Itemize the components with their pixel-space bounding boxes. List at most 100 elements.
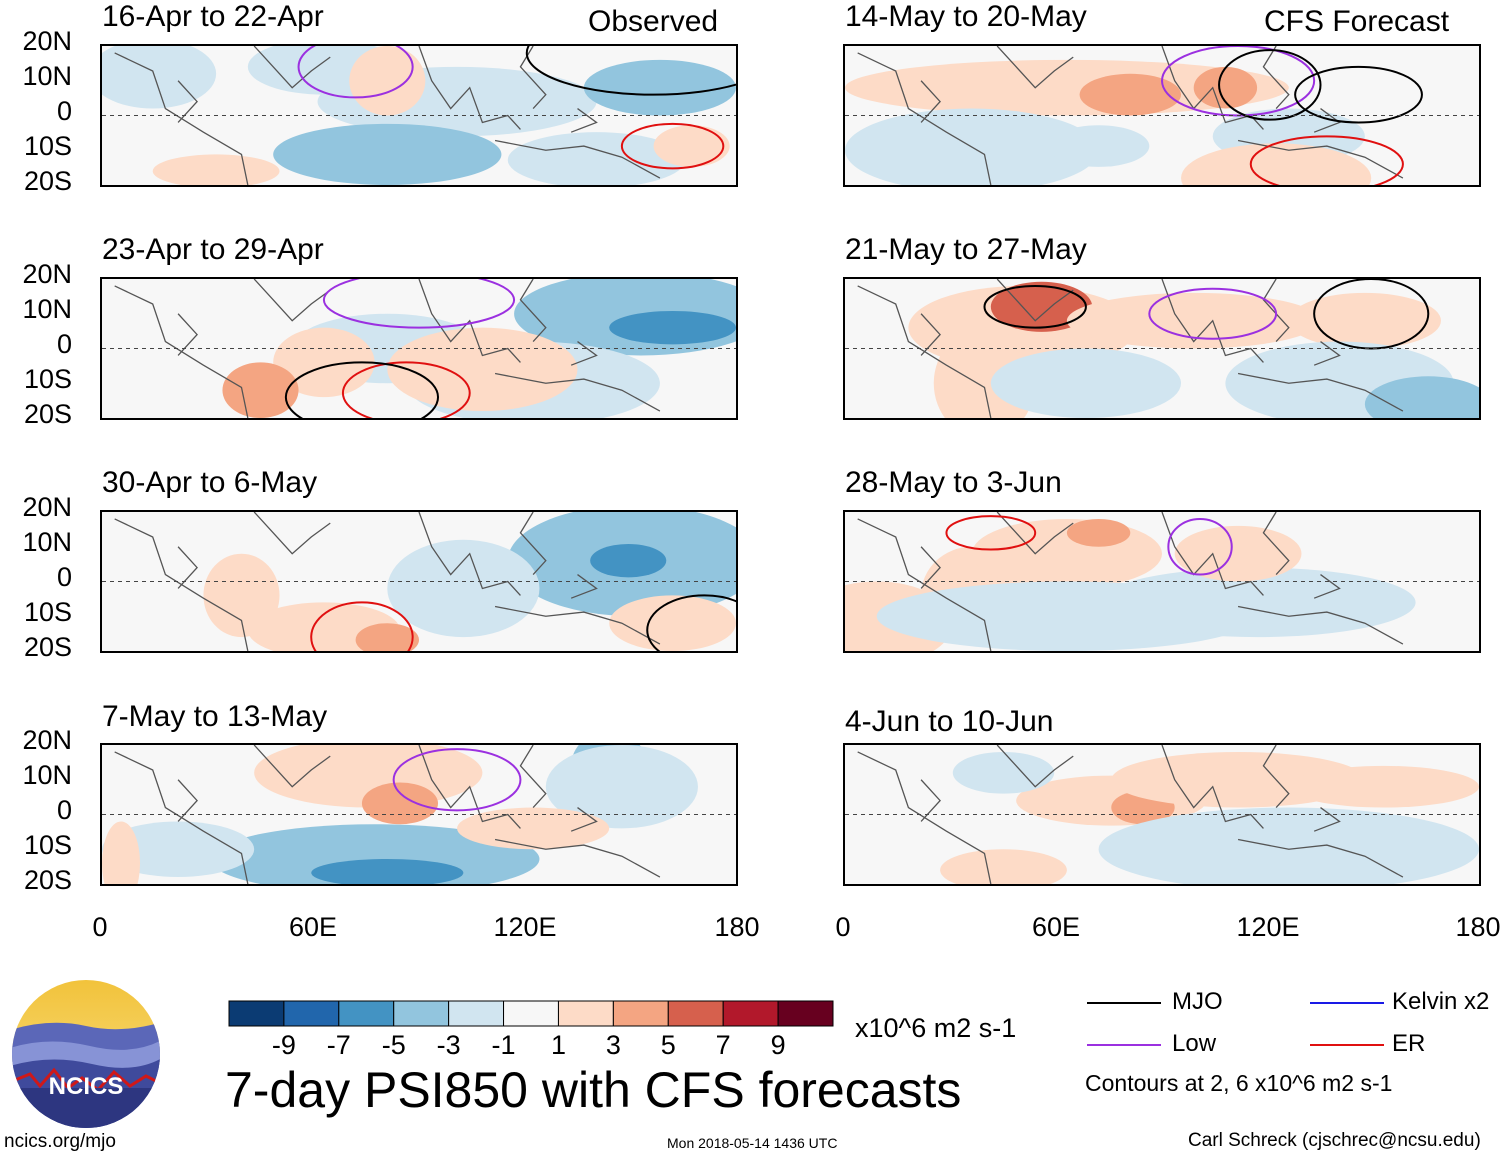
shade-region-6 <box>1193 66 1258 109</box>
coastline-6 <box>1313 341 1341 366</box>
shade-region-7 <box>152 154 280 185</box>
y-tick-row4-1: 10N <box>22 760 72 790</box>
coastline-6 <box>1313 807 1341 832</box>
colorbar-swatch-1 <box>283 1000 340 1027</box>
coastline-2 <box>1161 279 1264 363</box>
coastline-2 <box>1161 745 1264 829</box>
panel-title-7: 28-May to 3-Jun <box>845 466 1062 499</box>
coastline-4 <box>1262 512 1290 575</box>
y-tick-row1-3: 10S <box>23 131 72 161</box>
coastline-1 <box>253 512 331 555</box>
y-tick-row2-3: 10S <box>23 364 72 394</box>
shade-region-7 <box>1364 376 1479 418</box>
x-tick-right-60e: 60E <box>1031 912 1081 942</box>
coastline-4 <box>1262 745 1290 808</box>
colorbar-swatch-2 <box>338 1000 395 1027</box>
footer-url[interactable]: ncics.org/mjo <box>4 1131 116 1152</box>
colorbar-swatch-9 <box>722 1000 779 1027</box>
coastline-2 <box>418 512 521 596</box>
y-tick-row4-3: 10S <box>23 830 72 860</box>
coastline-1 <box>996 512 1074 555</box>
coastline-2 <box>418 745 521 829</box>
contour-1 <box>1313 279 1430 350</box>
y-tick-row1-0: 20N <box>22 26 72 56</box>
shade-region-6 <box>952 751 1055 794</box>
coastline-0 <box>857 52 992 185</box>
map-panel-1 <box>100 44 738 187</box>
contour-0 <box>945 515 1037 551</box>
colorbar-units: x10^6 m2 s-1 <box>855 1013 1017 1043</box>
map-panel-7 <box>843 510 1481 653</box>
x-tick-left-60e: 60E <box>288 912 338 942</box>
y-tick-row2-0: 20N <box>22 259 72 289</box>
y-tick-row3-0: 20N <box>22 492 72 522</box>
colorbar-label-7: 5 <box>660 1030 676 1060</box>
contour-2 <box>1294 65 1423 124</box>
contour-0 <box>392 748 522 812</box>
shade-region-8 <box>102 821 141 884</box>
colorbar-swatch-4 <box>448 1000 505 1027</box>
x-tick-right-180: 180 <box>1455 912 1501 942</box>
legend-swatches-right <box>1310 1002 1384 1046</box>
legend-mjo: MJO <box>1172 988 1223 1015</box>
shade-region-4 <box>583 59 736 116</box>
shade-region-1 <box>1079 73 1182 116</box>
shade-region-1 <box>590 543 667 578</box>
legend-er: ER <box>1392 1030 1426 1057</box>
shade-region-1 <box>609 310 736 345</box>
coastline-1 <box>253 46 331 89</box>
coastline-0 <box>857 518 992 651</box>
coastline-0 <box>114 518 249 651</box>
coastline-4 <box>519 745 547 808</box>
shade-region-4 <box>1288 765 1479 808</box>
coastline-1 <box>253 279 331 322</box>
shade-region-1 <box>311 858 464 884</box>
coastline-1 <box>996 279 1074 322</box>
forecast-label: CFS Forecast <box>1264 5 1450 38</box>
colorbar-swatch-3 <box>393 1000 450 1027</box>
coastline-4 <box>519 512 547 575</box>
shade-region-5 <box>1098 567 1416 638</box>
colorbar-swatch-5 <box>503 1000 559 1027</box>
map-panel-5 <box>843 44 1481 187</box>
coastline-1 <box>996 46 1074 89</box>
y-tick-row3-3: 10S <box>23 597 72 627</box>
shade-region-6 <box>349 46 426 116</box>
contour-1 <box>1167 517 1233 576</box>
coastline-6 <box>1313 108 1341 133</box>
contour-1 <box>620 122 725 170</box>
colorbar-swatch-6 <box>557 1000 614 1027</box>
map-panel-8 <box>843 743 1481 886</box>
panel-title-1: 16-Apr to 22-Apr <box>102 0 324 33</box>
coastline-4 <box>519 279 547 342</box>
coastline-3 <box>1237 605 1404 645</box>
contour-3 <box>1249 135 1404 185</box>
shade-region-4 <box>361 782 439 825</box>
ncics-logo: NCICS <box>10 978 162 1130</box>
y-tick-row3-4: 20S <box>23 632 72 662</box>
map-panel-4 <box>100 743 738 886</box>
shade-region-4 <box>1066 292 1321 349</box>
y-tick-row2-1: 10N <box>22 294 72 324</box>
map-panel-2 <box>100 277 738 420</box>
panel-title-4: 7-May to 13-May <box>102 700 328 733</box>
colorbar-label-9: 9 <box>770 1030 786 1060</box>
x-tick-left-120e: 120E <box>493 912 557 942</box>
legend-kelvin: Kelvin x2 <box>1392 988 1490 1015</box>
colorbar-swatch-10 <box>777 1000 834 1027</box>
shade-region-6 <box>545 745 698 829</box>
colorbar-label-1: -7 <box>326 1030 351 1060</box>
coastline-6 <box>570 108 598 133</box>
x-tick-left-0: 0 <box>92 912 108 942</box>
colorbar-label-2: -5 <box>381 1030 406 1060</box>
y-tick-row2-4: 20S <box>23 399 72 429</box>
colorbar-label-6: 3 <box>605 1030 621 1060</box>
shade-region-0 <box>102 46 217 109</box>
contour-2 <box>525 46 736 96</box>
shade-region-4 <box>387 327 578 412</box>
coastline-0 <box>857 751 992 884</box>
contour-2 <box>1148 287 1278 340</box>
contour-0 <box>310 601 414 651</box>
coastline-6 <box>570 807 598 832</box>
shade-region-5 <box>1181 143 1372 185</box>
